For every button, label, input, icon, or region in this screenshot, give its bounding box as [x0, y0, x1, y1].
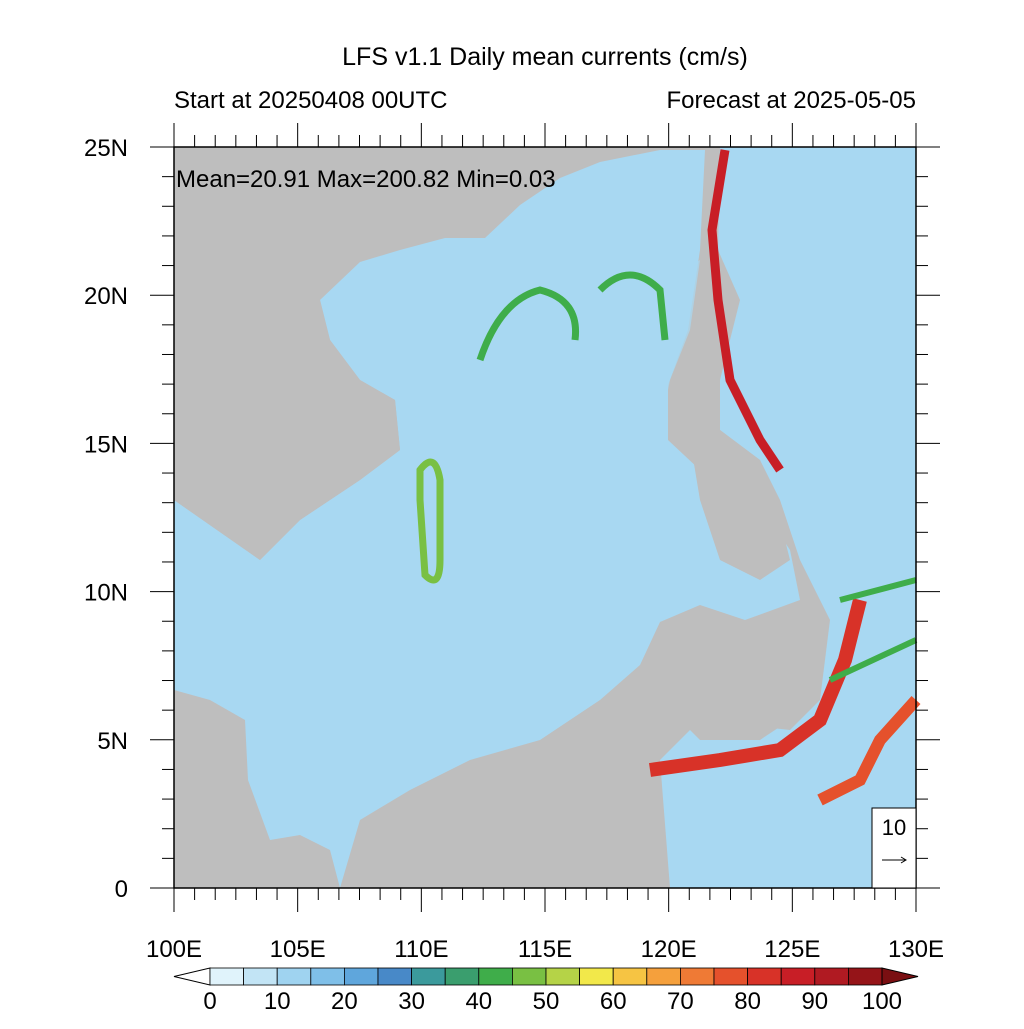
colorbar-box: [310, 967, 345, 986]
title: LFS v1.1 Daily mean currents (cm/s): [342, 43, 748, 71]
reference-vector-box: [871, 807, 917, 889]
colorbar-box: [343, 967, 379, 986]
colorbar-box: [209, 967, 244, 986]
colorbar-label: 80: [734, 988, 761, 1015]
current-jet: [416, 458, 444, 584]
stats: Mean=20.91 Max=200.82 Min=0.03: [176, 166, 556, 193]
colorbar: 0 10 20 30 40 50 60 70 80 90 100: [173, 967, 919, 1015]
ocean: [610, 260, 700, 430]
current-jet: [828, 577, 918, 683]
colorbar-box: [377, 967, 412, 986]
current-jet: [817, 695, 921, 806]
colorbar-box: [713, 967, 748, 986]
start-label: Start at 20250408 00UTC: [174, 87, 448, 114]
axes: 100E 105E 110E 115E 120E 125E 130E 0 5N 10N 15N 20N…: [84, 123, 944, 963]
x-tick-label: 125E: [764, 936, 820, 963]
colorbar-box: [814, 967, 849, 986]
x-tick-label: 115E: [518, 936, 572, 963]
colorbar-label: 20: [331, 988, 358, 1015]
land: [174, 300, 400, 560]
current-jet: [649, 598, 867, 777]
x-tick-label: 105E: [270, 936, 326, 963]
land: [680, 690, 790, 740]
colorbar-box: [276, 967, 312, 986]
colorbar-label: 0: [203, 988, 216, 1015]
colorbar-box: [848, 967, 883, 986]
y-tick-label: 0: [115, 876, 128, 903]
colorbar-box: [680, 967, 715, 986]
colorbar-box: [579, 967, 614, 986]
x-tick-label: 120E: [641, 936, 697, 963]
colorbar-under: [173, 967, 211, 986]
colorbar-label: 100: [862, 988, 902, 1015]
y-tick-label: 15N: [84, 431, 128, 458]
forecast-label: Forecast at 2025-05-05: [667, 87, 916, 114]
y-tick-label: 20N: [84, 283, 128, 310]
land: [174, 740, 270, 888]
colorbar-box: [612, 967, 648, 986]
colorbar-box: [444, 967, 480, 986]
y-tick-label: 10N: [84, 580, 128, 607]
colorbar-label: 30: [398, 988, 425, 1015]
map-area: Mean=20.91 Max=200.82 Min=0.03 10: [173, 146, 921, 889]
colorbar-box: [646, 967, 681, 986]
land: [690, 330, 790, 580]
x-tick-label: 100E: [146, 936, 202, 963]
colorbar-label: 10: [264, 988, 291, 1015]
y-tick-label: 5N: [97, 728, 128, 755]
colorbar-label: 40: [465, 988, 492, 1015]
x-tick-label: 130E: [888, 936, 944, 963]
colorbar-box: [512, 967, 547, 986]
colorbar-box: [411, 967, 446, 986]
colorbar-label: 70: [667, 988, 694, 1015]
colorbar-box: [780, 967, 816, 986]
current-jet: [476, 271, 669, 362]
land: [340, 700, 600, 888]
ocean: [660, 147, 916, 888]
current-jet: [707, 149, 784, 473]
colorbar-box: [478, 967, 513, 986]
colorbar-box: [747, 967, 782, 986]
x-tick-label: 110E: [394, 936, 448, 963]
colorbar-label: 50: [533, 988, 560, 1015]
colorbar-box: [545, 967, 580, 986]
colorbar-over: [881, 967, 919, 986]
colorbar-label: 60: [600, 988, 627, 1015]
reference-vector-label: 10: [882, 815, 906, 840]
colorbar-box: [243, 967, 278, 986]
land: [600, 665, 660, 888]
colorbar-label: 90: [801, 988, 828, 1015]
y-tick-label: 25N: [84, 135, 128, 162]
reference-vector-arrow: [882, 856, 907, 864]
